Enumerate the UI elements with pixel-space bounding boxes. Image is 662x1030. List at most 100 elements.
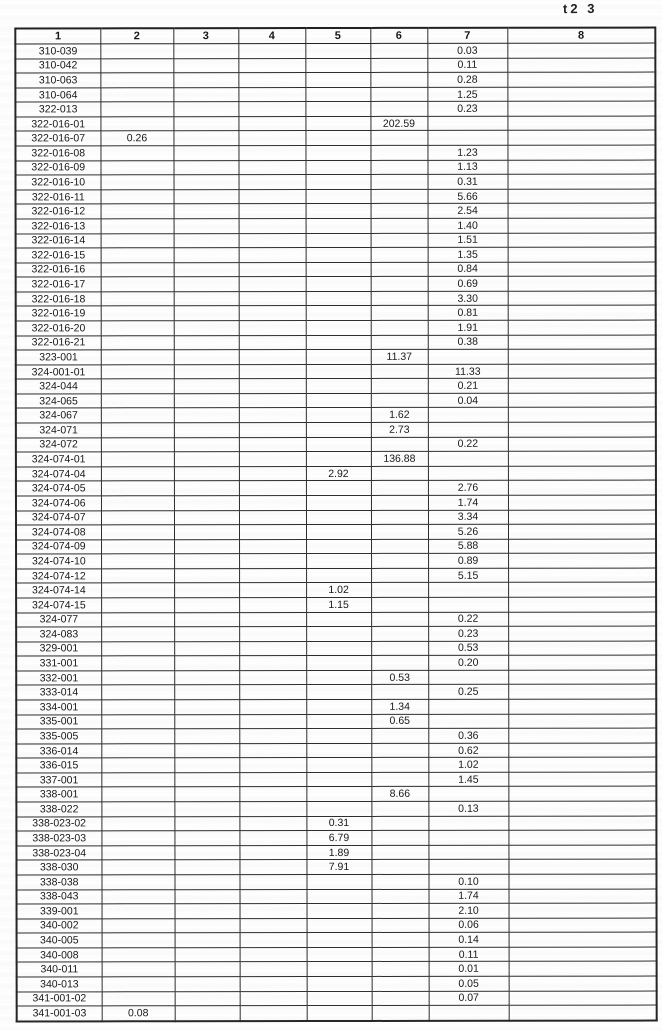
- table-body: 310-039 0.03 310-042 0.11 310-063 0.28 310-064…: [15, 43, 657, 1022]
- value-cell: [174, 714, 240, 729]
- value-cell: [238, 349, 306, 365]
- parcel-id-cell: 324-001-01: [15, 364, 101, 380]
- value-cell: 0.06: [428, 917, 509, 933]
- value-cell: [174, 962, 240, 977]
- value-cell: 0.13: [428, 801, 509, 817]
- value-cell: [370, 291, 428, 306]
- value-cell: [238, 262, 306, 277]
- value-cell: [173, 510, 240, 525]
- value-cell: [101, 962, 175, 977]
- parcel-id-cell: 324-074-08: [16, 524, 102, 540]
- value-cell: 0.21: [427, 378, 508, 394]
- table-row: 322-016-11 5.66: [15, 188, 656, 205]
- table-row: 310-064 1.25: [15, 86, 656, 103]
- value-cell: 0.31: [427, 174, 508, 190]
- value-cell: [238, 393, 306, 409]
- value-cell: 0.36: [428, 728, 509, 744]
- value-cell: [428, 597, 509, 612]
- value-cell: [508, 1005, 657, 1021]
- value-cell: [305, 247, 371, 263]
- value-cell: [305, 393, 371, 408]
- value-cell: [238, 145, 306, 161]
- parcel-id-cell: 322-016-14: [15, 233, 101, 249]
- value-cell: [239, 714, 307, 729]
- value-cell: [100, 174, 174, 190]
- parcel-id-cell: 324-072: [15, 437, 101, 453]
- value-cell: [101, 830, 175, 846]
- table-row: 337-001 1.45: [16, 771, 657, 788]
- value-cell: [508, 742, 657, 758]
- value-cell: 1.74: [427, 495, 508, 510]
- value-cell: 5.66: [427, 189, 508, 204]
- value-cell: [305, 509, 372, 525]
- table-row: 323-001 11.37: [15, 349, 656, 365]
- table-row: 335-001 0.65: [16, 713, 657, 730]
- value-cell: [239, 932, 307, 948]
- value-cell: [100, 233, 174, 248]
- value-cell: [306, 991, 372, 1006]
- value-cell: [371, 801, 429, 817]
- value-cell: [173, 378, 239, 394]
- value-cell: [371, 611, 429, 627]
- parcel-id-cell: 341-001-02: [16, 991, 102, 1007]
- value-cell: [508, 874, 657, 889]
- value-cell: [370, 436, 428, 452]
- value-cell: [101, 743, 175, 759]
- value-cell: [371, 961, 429, 977]
- value-cell: [239, 612, 307, 627]
- value-cell: [239, 568, 307, 584]
- value-cell: [100, 451, 174, 467]
- value-cell: [508, 859, 657, 875]
- value-cell: [238, 131, 306, 146]
- value-cell: [239, 641, 307, 656]
- value-cell: [508, 815, 657, 831]
- value-cell: [370, 87, 428, 102]
- value-cell: [173, 495, 239, 511]
- value-cell: [370, 174, 428, 190]
- value-cell: [100, 116, 174, 132]
- value-cell: 2.10: [428, 903, 509, 919]
- table-row: 324-001-01 11.33: [15, 363, 656, 380]
- value-cell: [239, 699, 307, 715]
- value-cell: [173, 466, 239, 482]
- value-cell: [100, 102, 174, 117]
- value-cell: [306, 611, 372, 627]
- value-cell: [508, 611, 657, 627]
- value-cell: 1.02: [306, 582, 372, 598]
- value-cell: [371, 597, 429, 612]
- value-cell: [101, 889, 175, 904]
- value-cell: [101, 685, 175, 700]
- value-cell: [174, 991, 240, 1006]
- value-cell: [370, 232, 428, 248]
- table-row: 332-001 0.53: [16, 669, 657, 686]
- value-cell: [174, 626, 240, 642]
- column-header: 5: [305, 27, 371, 44]
- value-cell: [507, 57, 656, 73]
- value-cell: [370, 364, 428, 379]
- table-row: 324-074-01 136.88: [15, 451, 656, 467]
- table-row: 338-023-04 1.89: [16, 844, 657, 861]
- value-cell: [238, 233, 306, 248]
- value-cell: [508, 801, 657, 816]
- value-cell: [508, 786, 657, 802]
- value-cell: [239, 772, 307, 788]
- value-cell: [306, 874, 372, 890]
- value-cell: [507, 451, 656, 467]
- value-cell: [508, 655, 657, 671]
- table-row: 324-071 2.73: [15, 422, 656, 438]
- value-cell: 1.13: [427, 159, 508, 175]
- value-cell: [508, 582, 657, 598]
- table-row: 338-022 0.13: [16, 801, 657, 817]
- value-cell: [239, 991, 307, 1006]
- value-cell: [507, 436, 656, 452]
- table-row: 324-072 0.22: [15, 436, 656, 453]
- value-cell: [305, 87, 371, 102]
- value-cell: 7.91: [306, 859, 372, 875]
- table-row: 322-016-16 0.84: [15, 261, 656, 278]
- value-cell: [101, 816, 175, 832]
- value-cell: [507, 72, 656, 87]
- parcel-id-cell: 338-038: [16, 874, 102, 890]
- value-cell: [508, 699, 657, 714]
- value-cell: 0.07: [428, 990, 509, 1006]
- value-cell: [371, 553, 429, 569]
